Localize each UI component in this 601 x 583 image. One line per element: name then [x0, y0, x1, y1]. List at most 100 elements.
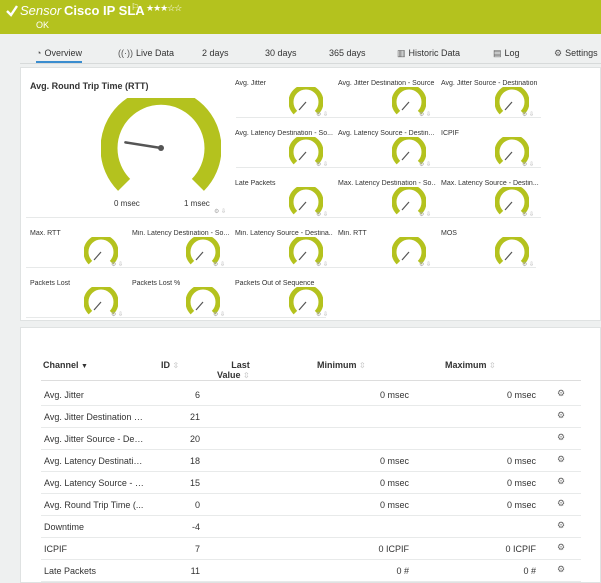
channel-settings-icon[interactable]: ⚙ [557, 520, 566, 530]
channel-maximum: 0 # [523, 566, 536, 576]
main-gauge[interactable]: Avg. Round Trip Time (RTT) 0 msec 1 msec… [21, 68, 231, 218]
small-gauge[interactable]: Avg. Jitter Destination - Source ⚙ ⇩ [334, 68, 434, 118]
small-gauge[interactable]: Min. Latency Destination - So... ⚙ ⇩ [128, 218, 230, 268]
small-gauge[interactable]: Max. RTT ⚙ ⇩ [26, 218, 126, 268]
small-gauge[interactable]: ICPIF ⚙ ⇩ [437, 118, 537, 168]
small-gauge[interactable]: Packets Lost ⚙ ⇩ [26, 268, 126, 318]
table-row[interactable]: Avg. Latency Source - D... 15 0 msec 0 msec… [41, 472, 581, 494]
small-gauge-label: Max. RTT [30, 230, 61, 237]
small-gauge-dial [289, 137, 323, 165]
channel-settings-icon[interactable]: ⚙ [557, 432, 566, 442]
gauge-tools-icon[interactable]: ⚙ ⇩ [316, 312, 329, 318]
channel-name-link[interactable]: Downtime [44, 522, 85, 532]
header-channel[interactable]: Channel ▼ [43, 360, 88, 370]
gauge-tools-icon[interactable]: ⚙ ⇩ [419, 262, 432, 268]
channel-name-link[interactable]: Avg. Jitter Destination -... [44, 412, 144, 422]
table-row[interactable]: Late Packets 11 0 # 0 # ⚙ [41, 560, 581, 582]
header-last-value[interactable]: Last Value ⇳ [217, 360, 250, 380]
gauge-tools-icon[interactable]: ⚙ ⇩ [419, 212, 432, 218]
channel-settings-icon[interactable]: ⚙ [557, 388, 566, 398]
tab-historic-data[interactable]: ▥ Historic Data [397, 48, 461, 58]
small-gauge[interactable]: Avg. Jitter Source - Destination ⚙ ⇩ [437, 68, 537, 118]
channel-name-link[interactable]: Avg. Jitter Source - Des... [44, 434, 144, 444]
small-gauge[interactable]: MOS ⚙ ⇩ [437, 218, 537, 268]
gauge-tools-icon[interactable]: ⚙ ⇩ [522, 262, 535, 268]
gauge-tools-icon[interactable]: ⚙ ⇩ [522, 112, 535, 118]
small-gauge[interactable]: Avg. Jitter ⚙ ⇩ [231, 68, 331, 118]
small-gauge-dial [186, 237, 220, 265]
gauge-tools-icon[interactable]: ⚙ ⇩ [111, 262, 124, 268]
tab-365-days[interactable]: 365 days [329, 48, 366, 58]
sort-desc-icon: ▼ [81, 363, 88, 370]
gauge-tools-icon[interactable]: ⚙ ⇩ [316, 212, 329, 218]
channel-id: 18 [189, 456, 200, 466]
status-text: OK [36, 20, 50, 30]
gauge-tools-icon[interactable]: ⚙ ⇩ [522, 212, 535, 218]
table-row[interactable]: Avg. Jitter 6 0 msec 0 msec ⚙ [41, 384, 581, 406]
channel-name-link[interactable]: Avg. Latency Source - D... [44, 478, 144, 488]
channel-name-link[interactable]: Late Packets [44, 566, 97, 576]
channel-name-link[interactable]: Avg. Latency Destinatio... [44, 456, 144, 466]
channel-settings-icon[interactable]: ⚙ [557, 498, 566, 508]
small-gauge[interactable]: Packets Out of Sequence ⚙ ⇩ [231, 268, 331, 318]
gauge-tools-icon[interactable]: ⚙ ⇩ [316, 262, 329, 268]
tab-30-days[interactable]: 30 days [265, 48, 297, 58]
small-gauge-dial [392, 237, 426, 265]
small-gauge-label: Packets Lost [30, 280, 71, 287]
small-gauge[interactable]: Packets Lost % ⚙ ⇩ [128, 268, 228, 318]
tab-2-days[interactable]: 2 days [202, 48, 229, 58]
table-row[interactable]: Avg. Jitter Destination -... 21 ⚙ [41, 406, 581, 428]
channel-name-link[interactable]: Avg. Jitter [44, 390, 84, 400]
check-icon [6, 5, 18, 17]
small-gauge-label: Avg. Latency Source - Destin... [338, 130, 435, 137]
channel-name-link[interactable]: Avg. Round Trip Time (... [44, 500, 144, 510]
priority-stars[interactable]: ★★★☆☆ [146, 3, 182, 13]
gauge-tools-icon[interactable]: ⚙ ⇩ [316, 112, 329, 118]
small-gauge[interactable]: Avg. Latency Destination - So... ⚙ ⇩ [231, 118, 333, 168]
gauge-tools-icon[interactable]: ⚙ ⇩ [213, 312, 226, 318]
channel-settings-icon[interactable]: ⚙ [557, 454, 566, 464]
table-row[interactable]: Avg. Jitter Source - Des... 20 ⚙ [41, 428, 581, 450]
gauge-separator [26, 217, 536, 218]
small-gauge[interactable]: Min. Latency Source - Destina... ⚙ ⇩ [231, 218, 333, 268]
channel-id: -4 [191, 522, 200, 532]
table-row[interactable]: Avg. Latency Destinatio... 18 0 msec 0 msec… [41, 450, 581, 472]
header-minimum[interactable]: Minimum ⇳ [317, 360, 366, 370]
small-gauge-dial [495, 87, 529, 115]
main-gauge-label: Avg. Round Trip Time (RTT) [30, 81, 149, 91]
flag-icon[interactable]: ⚐ [131, 2, 140, 12]
gauge-tools-icon[interactable]: ⚙ ⇩ [419, 112, 432, 118]
tab-log[interactable]: ▤ Log [493, 48, 520, 58]
table-row[interactable]: ICPIF 7 0 ICPIF 0 ICPIF ⚙ [41, 538, 581, 560]
channel-settings-icon[interactable]: ⚙ [557, 476, 566, 486]
tab-overview[interactable]: ◔ Overview [36, 48, 82, 63]
small-gauge[interactable]: Avg. Latency Source - Destin... ⚙ ⇩ [334, 118, 434, 168]
gauge-tools-icon[interactable]: ⚙ ⇩ [111, 312, 124, 318]
channel-settings-icon[interactable]: ⚙ [557, 542, 566, 552]
channel-settings-icon[interactable]: ⚙ [557, 564, 566, 574]
header-maximum[interactable]: Maximum ⇳ [445, 360, 496, 370]
tab-settings[interactable]: ⚙ Settings [554, 48, 598, 58]
table-row[interactable]: Downtime -4 ⚙ [41, 516, 581, 538]
small-gauge-label: Max. Latency Destination - So... [338, 180, 436, 187]
small-gauge[interactable]: Min. RTT ⚙ ⇩ [334, 218, 434, 268]
main-gauge-dial [101, 98, 221, 191]
sensor-label: Sensor [20, 3, 62, 18]
gauge-separator [26, 317, 326, 318]
header-id[interactable]: ID ⇳ [161, 360, 180, 370]
channel-name-link[interactable]: ICPIF [44, 544, 68, 554]
table-row[interactable]: Avg. Round Trip Time (... 0 0 msec 0 msec ⚙ [41, 494, 581, 516]
gauge-tools-icon[interactable]: ⚙ ⇩ [316, 162, 329, 168]
small-gauge[interactable]: Max. Latency Destination - So... ⚙ ⇩ [334, 168, 436, 218]
small-gauge-dial [289, 87, 323, 115]
small-gauge-label: Min. Latency Destination - So... [132, 230, 230, 237]
small-gauge[interactable]: Late Packets ⚙ ⇩ [231, 168, 331, 218]
main-gauge-tools-icon[interactable]: ⚙ ⇩ [214, 209, 227, 215]
small-gauge-label: Avg. Jitter [235, 80, 266, 87]
channel-settings-icon[interactable]: ⚙ [557, 410, 566, 420]
tab-live-data[interactable]: ((·)) Live Data [118, 48, 175, 58]
gauge-tools-icon[interactable]: ⚙ ⇩ [419, 162, 432, 168]
small-gauge[interactable]: Max. Latency Source - Destin... ⚙ ⇩ [437, 168, 539, 218]
gauge-tools-icon[interactable]: ⚙ ⇩ [522, 162, 535, 168]
gauge-tools-icon[interactable]: ⚙ ⇩ [213, 262, 226, 268]
